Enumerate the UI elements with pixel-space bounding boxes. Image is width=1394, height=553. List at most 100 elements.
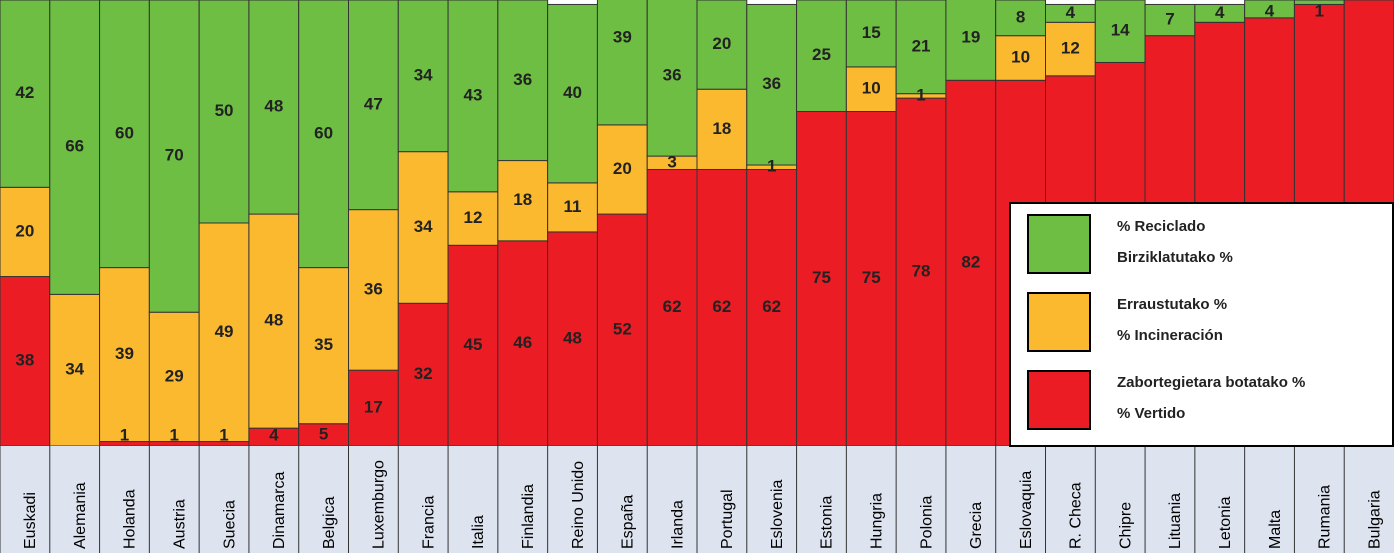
data-label: 5 [319,424,328,443]
legend-label: Birziklatutako % [1117,249,1233,266]
bar-segment [596,124,648,215]
bar-segment [99,267,150,443]
data-label: 62 [663,297,682,316]
data-label: 29 [165,366,184,385]
x-tick-label: Irlanda [669,500,686,549]
data-label: 4 [1215,3,1225,22]
bar-segment [596,0,648,126]
x-tick-label: España [620,495,637,549]
data-label: 4 [1265,1,1275,20]
data-label: 20 [15,221,34,240]
data-label: 1 [170,425,179,444]
bar-segment [596,213,648,446]
data-label: 10 [862,79,881,98]
data-label: 40 [563,83,582,102]
data-label: 34 [414,65,433,84]
x-tick-label: Reino Unido [570,461,587,549]
data-label: 75 [862,268,881,287]
data-label: 78 [912,262,931,281]
bar-segment [895,97,947,446]
bar-segment [49,0,101,295]
bar-segment [1094,0,1146,63]
data-label: 25 [812,45,831,64]
bar-segment [696,168,748,446]
bar-segment [99,0,150,269]
data-label: 47 [364,94,383,113]
bar-segment [248,213,300,429]
bar-segment [547,3,598,184]
data-label: 12 [464,208,483,227]
data-label: 1 [219,425,228,444]
x-tick-label: Letonia [1217,496,1234,549]
data-label: 8 [1016,7,1025,26]
data-label: 7 [1165,10,1174,29]
x-tick-label: Dinamarca [271,472,288,549]
data-label: 4 [269,425,279,444]
legend-swatch [1027,292,1091,352]
bar-segment [696,0,748,90]
bar-segment [148,0,200,313]
legend-label: Erraustutako % [1117,296,1227,313]
x-tick-label: Malta [1267,510,1284,549]
x-tick-label: Rumania [1317,485,1334,549]
data-label: 60 [314,123,333,142]
data-label: 42 [15,83,34,102]
bar-segment [646,168,698,446]
bar-segment [0,0,51,188]
bar-segment [298,267,350,425]
x-tick-label: Belgica [321,496,338,549]
bar-segment [248,0,300,215]
data-label: 45 [464,335,483,354]
x-tick-label: Finlandia [520,484,537,549]
data-label: 48 [264,97,283,116]
data-label: 32 [414,364,433,383]
data-label: 20 [712,34,731,53]
data-label: 52 [613,320,632,339]
data-label: 48 [563,328,582,347]
x-tick-label: Francia [420,496,437,549]
x-tick-label: Holanda [122,489,139,549]
data-label: 4 [1066,3,1076,22]
bar-segment [746,168,798,446]
x-tick-label: Grecia [968,502,985,549]
bar-segment [995,0,1047,37]
bar-segment [547,231,598,446]
data-label: 35 [314,335,333,354]
bar-segment [796,0,847,112]
data-label: 20 [613,159,632,178]
data-label: 38 [15,351,34,370]
data-label: 18 [513,190,532,209]
data-label: 15 [862,23,881,42]
x-tick-label: Hungria [868,493,885,549]
data-label: 17 [364,398,383,417]
bar-segment [348,209,399,371]
legend-swatch [1027,214,1091,274]
x-tick-label: Suecia [221,500,238,549]
bar-segment [447,191,499,246]
data-label: 70 [165,146,184,165]
data-label: 39 [115,344,134,363]
data-label: 75 [812,268,831,287]
x-tick-label: Bulgaria [1366,490,1383,549]
x-tick-label: Italia [470,515,487,549]
x-tick-label: Luxemburgo [371,460,388,549]
bar-segment [298,0,350,269]
data-label: 46 [513,333,532,352]
data-label: 50 [215,101,234,120]
data-label: 49 [215,322,234,341]
bar-segment [497,240,549,446]
data-label: 66 [65,137,84,156]
data-label: 21 [912,36,931,55]
bar-segment [198,0,250,224]
data-label: 36 [762,74,781,93]
data-label: 34 [65,360,84,379]
data-label: 1 [120,425,129,444]
data-label: 60 [115,123,134,142]
x-tick-label: Polonia [918,496,935,549]
bar-segment [0,276,51,446]
bar-segment [845,111,897,446]
bar-segment [198,222,250,443]
data-label: 1 [916,85,925,104]
data-label: 1 [1315,1,1324,20]
data-label: 14 [1111,21,1130,40]
